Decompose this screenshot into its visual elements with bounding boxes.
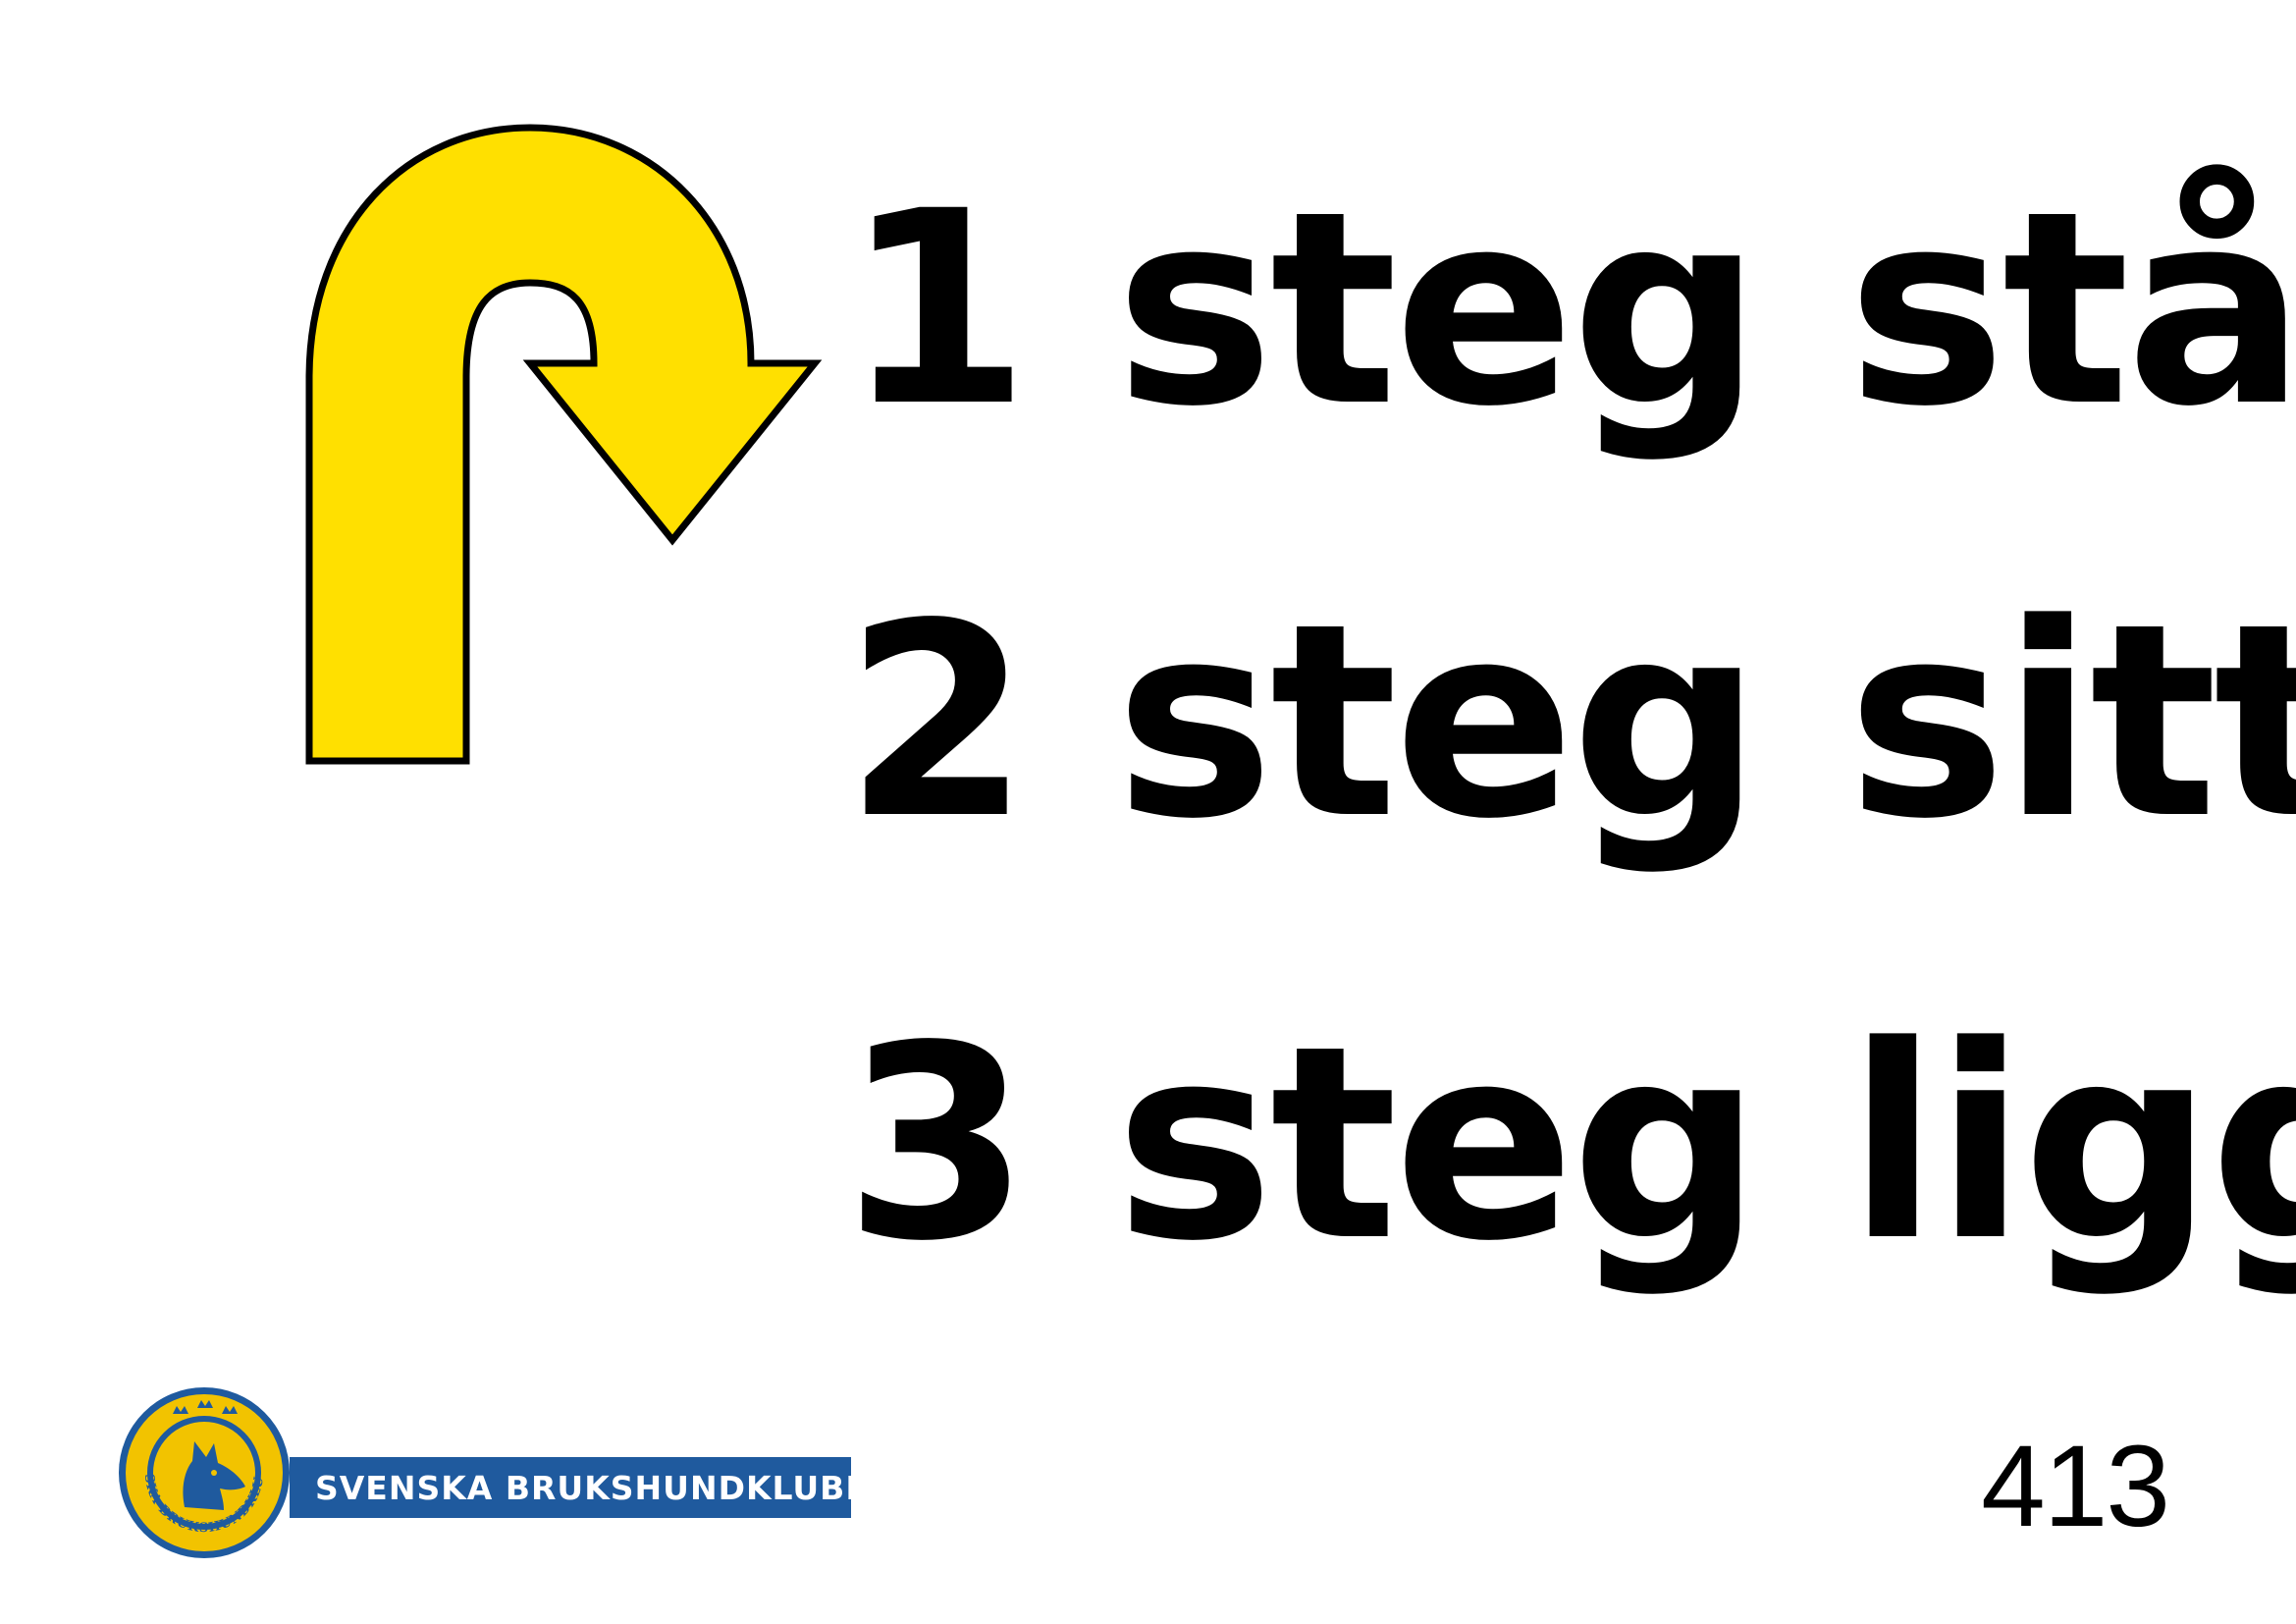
instruction-line-1: 1 steg stå	[844, 155, 2296, 465]
u-turn-arrow-shape	[305, 124, 823, 765]
card-number: 413	[1981, 1422, 2170, 1551]
brand-name-label: SVENSKA BRUKSHUNDKLUBBEN	[315, 1468, 923, 1507]
u-turn-arrow-icon	[305, 124, 823, 765]
instruction-line-3: 3 steg ligg	[844, 990, 2296, 1300]
brand-name-bar: SVENSKA BRUKSHUNDKLUBBEN	[290, 1457, 922, 1518]
instruction-line-2: 2 steg sitt	[844, 568, 2296, 878]
svenska-brukshundklubben-seal-icon: SVENSKA BRUKSHUNDKLUBBEN	[116, 1384, 290, 1558]
